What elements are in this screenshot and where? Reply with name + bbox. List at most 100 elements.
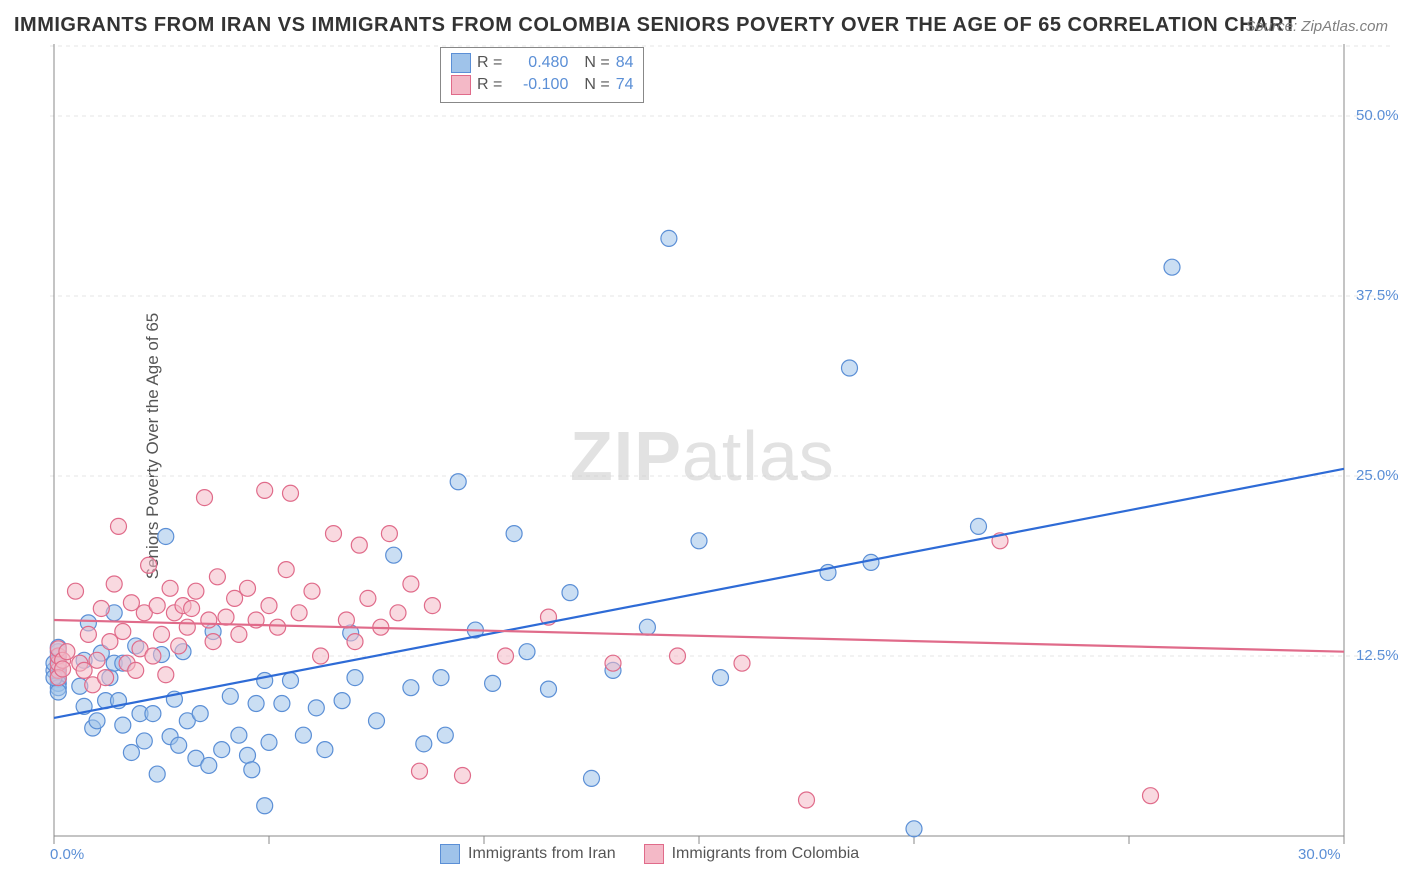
- data-point-iran: [842, 360, 858, 376]
- swatch-colombia: [451, 75, 471, 95]
- data-point-iran: [971, 518, 987, 534]
- data-point-iran: [158, 528, 174, 544]
- n-value-iran: 84: [616, 52, 634, 74]
- swatch-iran: [451, 53, 471, 73]
- data-point-colombia: [412, 763, 428, 779]
- chart-title: IMMIGRANTS FROM IRAN VS IMMIGRANTS FROM …: [14, 14, 1297, 37]
- data-point-iran: [906, 821, 922, 837]
- data-point-iran: [584, 770, 600, 786]
- y-tick-label: 50.0%: [1356, 107, 1399, 124]
- data-point-iran: [136, 733, 152, 749]
- data-point-iran: [283, 672, 299, 688]
- data-point-iran: [562, 585, 578, 601]
- r-label: R =: [477, 52, 502, 74]
- data-point-iran: [639, 619, 655, 635]
- legend-swatch-iran: [440, 844, 460, 864]
- source-prefix: Source:: [1245, 18, 1301, 35]
- data-point-colombia: [240, 580, 256, 596]
- data-point-iran: [50, 684, 66, 700]
- x-tick-label: 30.0%: [1298, 846, 1341, 863]
- data-point-iran: [433, 670, 449, 686]
- data-point-colombia: [141, 557, 157, 573]
- data-point-iran: [240, 747, 256, 763]
- data-point-iran: [222, 688, 238, 704]
- data-point-colombia: [145, 648, 161, 664]
- data-point-colombia: [278, 562, 294, 578]
- x-tick-label: 0.0%: [50, 846, 84, 863]
- n-value-colombia: 74: [616, 74, 634, 96]
- data-point-colombia: [424, 598, 440, 614]
- data-point-iran: [1164, 259, 1180, 275]
- data-point-colombia: [351, 537, 367, 553]
- data-point-colombia: [171, 638, 187, 654]
- data-point-iran: [403, 680, 419, 696]
- data-point-iran: [713, 670, 729, 686]
- r-label: R =: [477, 74, 502, 96]
- data-point-iran: [691, 533, 707, 549]
- data-point-colombia: [347, 634, 363, 650]
- data-point-colombia: [799, 792, 815, 808]
- legend-item-colombia: Immigrants from Colombia: [644, 844, 860, 864]
- data-point-colombia: [154, 626, 170, 642]
- data-point-iran: [244, 762, 260, 778]
- source-link[interactable]: ZipAtlas.com: [1301, 18, 1388, 35]
- data-point-colombia: [381, 526, 397, 542]
- data-point-iran: [308, 700, 324, 716]
- data-point-iran: [369, 713, 385, 729]
- data-point-iran: [295, 727, 311, 743]
- data-point-iran: [485, 675, 501, 691]
- data-point-colombia: [304, 583, 320, 599]
- data-point-iran: [123, 744, 139, 760]
- regression-line-colombia: [54, 620, 1344, 652]
- data-point-colombia: [188, 583, 204, 599]
- data-point-colombia: [68, 583, 84, 599]
- data-point-colombia: [115, 624, 131, 640]
- data-point-colombia: [201, 612, 217, 628]
- data-point-iran: [248, 696, 264, 712]
- data-point-iran: [506, 526, 522, 542]
- data-point-colombia: [209, 569, 225, 585]
- data-point-colombia: [455, 768, 471, 784]
- data-point-colombia: [498, 648, 514, 664]
- r-value-colombia: -0.100: [508, 74, 568, 96]
- y-tick-label: 12.5%: [1356, 647, 1399, 664]
- data-point-iran: [386, 547, 402, 563]
- data-point-colombia: [605, 655, 621, 671]
- legend-item-iran: Immigrants from Iran: [440, 844, 616, 864]
- data-point-colombia: [283, 485, 299, 501]
- data-point-colombia: [158, 667, 174, 683]
- data-point-colombia: [390, 605, 406, 621]
- data-point-iran: [192, 706, 208, 722]
- data-point-iran: [231, 727, 247, 743]
- data-point-iran: [450, 474, 466, 490]
- data-point-colombia: [80, 626, 96, 642]
- stat-row-iran: R =0.480N =84: [451, 52, 633, 74]
- data-point-colombia: [106, 576, 122, 592]
- data-point-iran: [519, 644, 535, 660]
- source-attribution: Source: ZipAtlas.com: [1245, 18, 1388, 35]
- data-point-iran: [541, 681, 557, 697]
- n-label: N =: [584, 74, 609, 96]
- data-point-colombia: [360, 590, 376, 606]
- r-value-iran: 0.480: [508, 52, 568, 74]
- data-point-colombia: [98, 670, 114, 686]
- data-point-colombia: [1143, 788, 1159, 804]
- legend-label-iran: Immigrants from Iran: [468, 845, 616, 863]
- data-point-colombia: [670, 648, 686, 664]
- data-point-colombia: [59, 644, 75, 660]
- correlation-stats-box: R = 0.480 N = 84R = -0.100 N = 74: [440, 47, 644, 103]
- stat-row-colombia: R = -0.100 N = 74: [451, 74, 633, 96]
- data-point-colombia: [218, 609, 234, 625]
- data-point-iran: [863, 554, 879, 570]
- data-point-colombia: [734, 655, 750, 671]
- data-point-iran: [115, 717, 131, 733]
- data-point-colombia: [179, 619, 195, 635]
- data-point-colombia: [231, 626, 247, 642]
- data-point-colombia: [93, 600, 109, 616]
- data-point-iran: [257, 798, 273, 814]
- data-point-iran: [334, 693, 350, 709]
- legend-swatch-colombia: [644, 844, 664, 864]
- data-point-iran: [661, 230, 677, 246]
- data-point-colombia: [291, 605, 307, 621]
- data-point-iran: [416, 736, 432, 752]
